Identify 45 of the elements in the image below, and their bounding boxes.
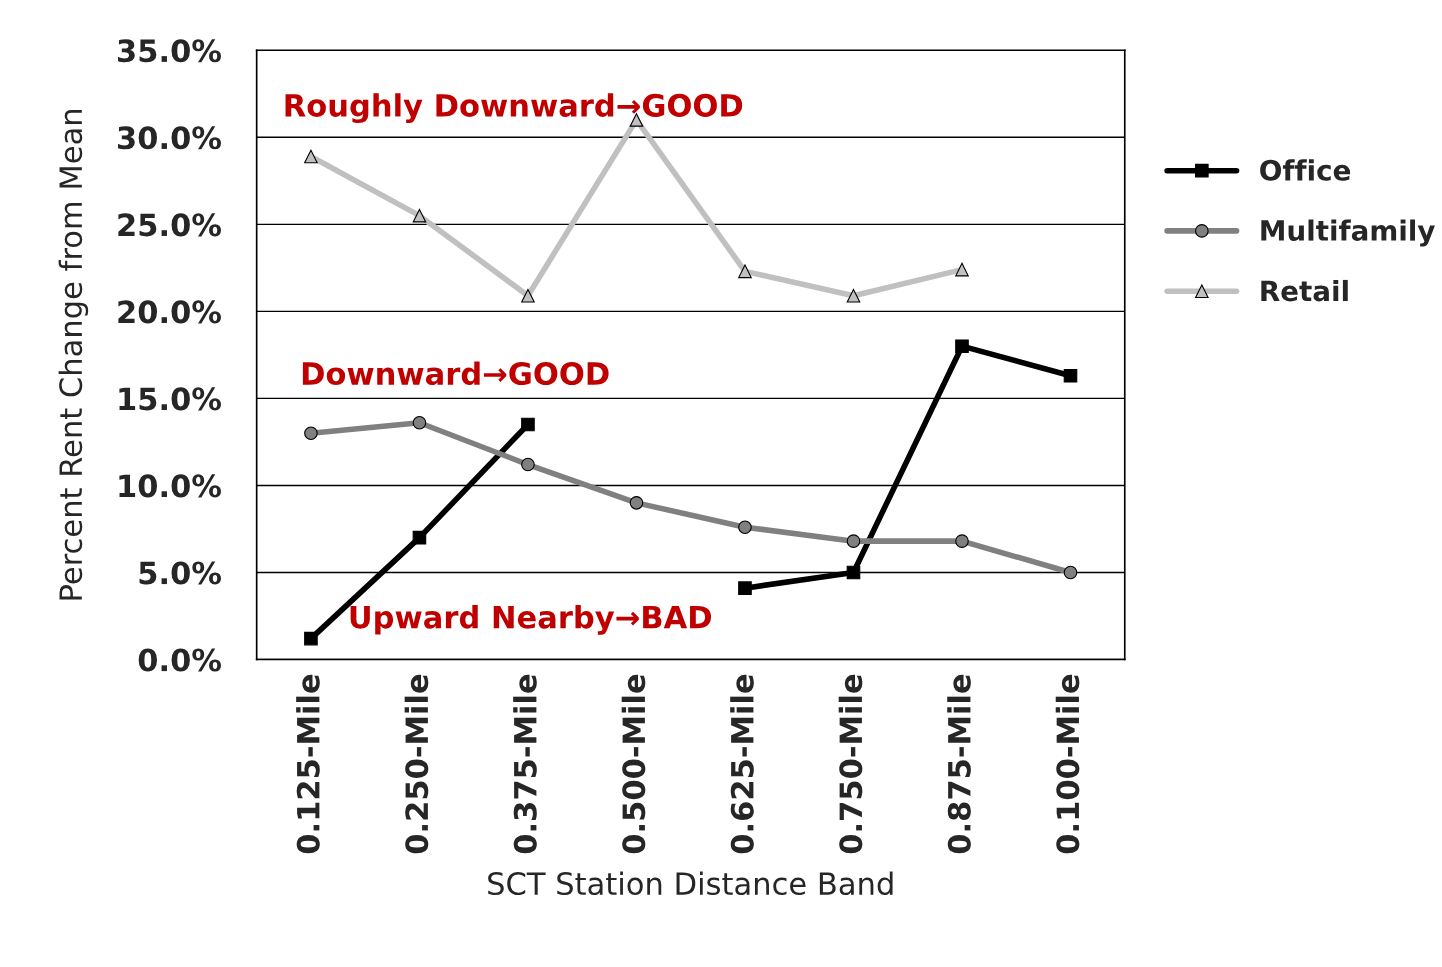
annotation: Downward→GOOD [302, 361, 609, 386]
point [955, 339, 969, 353]
y-tick-label: 20.0% [118, 300, 221, 324]
point [738, 264, 752, 279]
x-tick-label: 0.250-Mile [404, 674, 429, 854]
point [412, 208, 427, 223]
y-tick-label: 15.0% [119, 387, 221, 411]
point [521, 457, 535, 472]
point [629, 496, 644, 510]
x-tick-label: 0.100-Mile [1055, 674, 1080, 854]
x-tick-label: 0.625-Mile [730, 674, 754, 854]
y-tick-label: 10.0% [119, 474, 221, 498]
legend-label: Office [1260, 159, 1351, 181]
point [304, 631, 318, 646]
annotation: Roughly Downward→GOOD [285, 93, 743, 124]
y-axis-title: Percent Rent Change from Mean [58, 109, 89, 600]
y-tick-label: 5.0% [139, 561, 221, 585]
legend-label: Multifamily [1261, 219, 1435, 247]
x-axis-title: SCT Station Distance Band [488, 871, 893, 896]
point [738, 581, 752, 595]
y-tick-label: 30.0% [117, 126, 221, 150]
y-tick-label: 35.0% [117, 39, 221, 63]
point [521, 417, 535, 432]
y-tick-label: 0.0% [138, 648, 221, 672]
point [304, 149, 318, 164]
annotation: Upward Nearby→BAD [350, 604, 712, 635]
x-tick-label: 0.375-Mile [513, 674, 537, 854]
point [846, 534, 861, 548]
x-tick-label: 0.750-Mile [838, 674, 863, 854]
point [412, 530, 427, 545]
point [412, 415, 427, 430]
point [521, 288, 535, 303]
point [955, 534, 969, 548]
point [1063, 565, 1078, 580]
x-tick-label: 0.875-Mile [947, 674, 971, 854]
legend-label: Retail [1261, 279, 1348, 302]
point [846, 288, 861, 303]
point [304, 426, 318, 441]
point [955, 262, 969, 277]
point [738, 520, 752, 535]
x-tick-label: 0.125-Mile [296, 674, 320, 854]
point [1063, 368, 1078, 383]
point [846, 565, 861, 580]
y-tick-label: 25.0% [118, 213, 221, 237]
x-tick-label: 0.500-Mile [621, 674, 646, 854]
